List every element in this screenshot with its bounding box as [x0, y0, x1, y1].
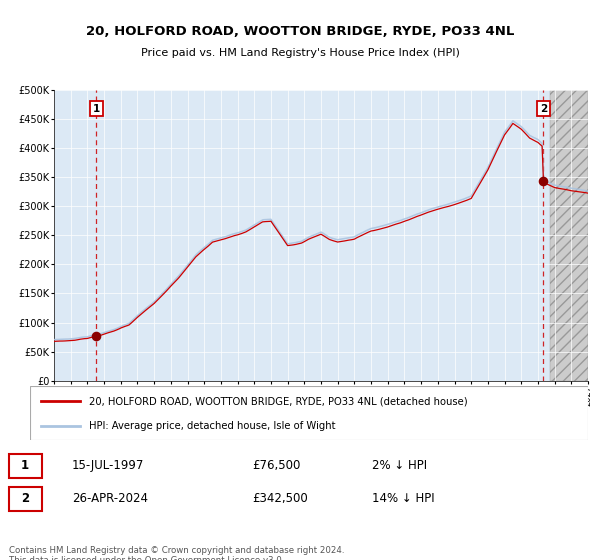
Point — [92, 332, 101, 340]
Text: Price paid vs. HM Land Registry's House Price Index (HPI): Price paid vs. HM Land Registry's House … — [140, 48, 460, 58]
Text: 14% ↓ HPI: 14% ↓ HPI — [372, 492, 434, 505]
Text: 20, HOLFORD ROAD, WOOTTON BRIDGE, RYDE, PO33 4NL (detached house): 20, HOLFORD ROAD, WOOTTON BRIDGE, RYDE, … — [89, 396, 467, 407]
FancyBboxPatch shape — [9, 487, 42, 511]
Bar — [550, 90, 588, 381]
Text: 1: 1 — [21, 459, 29, 473]
Text: 1: 1 — [93, 104, 100, 114]
Bar — [550, 90, 588, 381]
Text: £76,500: £76,500 — [252, 459, 301, 473]
Text: Contains HM Land Registry data © Crown copyright and database right 2024.
This d: Contains HM Land Registry data © Crown c… — [9, 546, 344, 560]
FancyBboxPatch shape — [9, 454, 42, 478]
Text: 2% ↓ HPI: 2% ↓ HPI — [372, 459, 427, 473]
Text: 2: 2 — [539, 104, 547, 114]
Text: HPI: Average price, detached house, Isle of Wight: HPI: Average price, detached house, Isle… — [89, 421, 335, 431]
Text: £342,500: £342,500 — [252, 492, 308, 505]
Point — [538, 177, 548, 186]
Text: 2: 2 — [21, 492, 29, 505]
Text: 26-APR-2024: 26-APR-2024 — [72, 492, 148, 505]
FancyBboxPatch shape — [30, 386, 588, 440]
Text: 20, HOLFORD ROAD, WOOTTON BRIDGE, RYDE, PO33 4NL: 20, HOLFORD ROAD, WOOTTON BRIDGE, RYDE, … — [86, 25, 514, 38]
Text: 15-JUL-1997: 15-JUL-1997 — [72, 459, 145, 473]
